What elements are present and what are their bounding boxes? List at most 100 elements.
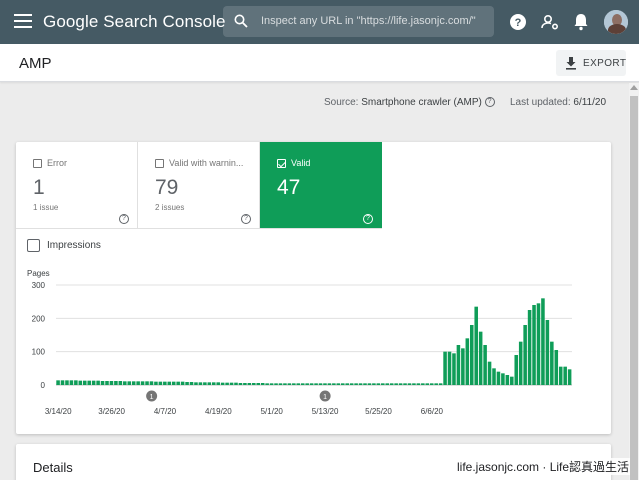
bar [567, 369, 572, 385]
bar [514, 355, 519, 385]
bar [109, 381, 114, 385]
bar [394, 383, 398, 385]
bar [256, 383, 261, 385]
bar [158, 381, 163, 385]
source-info: Source: Smartphone crawler (AMP) ? [324, 97, 495, 108]
help-icon[interactable]: ? [508, 12, 528, 32]
bar [114, 381, 118, 385]
bar [323, 383, 327, 385]
account-settings-icon[interactable] [540, 12, 560, 32]
bar [363, 383, 367, 385]
bar [545, 320, 550, 385]
bar [518, 341, 523, 385]
status-card: Error 1 1 issue ? Valid with warnin... 7… [16, 142, 611, 434]
bar [563, 366, 567, 385]
bar [407, 383, 412, 385]
annotation-marker [146, 390, 158, 402]
scrollbar-thumb[interactable] [630, 96, 638, 480]
bar [505, 375, 510, 385]
avatar[interactable] [604, 10, 628, 34]
checkbox-icon[interactable] [27, 239, 40, 252]
bar [252, 383, 256, 385]
bar [260, 383, 265, 385]
bar [332, 383, 336, 385]
y-tick-label: 100 [32, 348, 46, 357]
download-icon [566, 57, 576, 70]
bar [349, 383, 354, 385]
bar [185, 382, 189, 385]
bar [403, 383, 407, 385]
bar [176, 381, 180, 385]
bar [389, 383, 394, 385]
x-tick-label: 5/13/20 [312, 407, 339, 416]
checkbox-checked-icon[interactable] [277, 159, 286, 168]
bar [82, 380, 87, 385]
tile-subtext: 1 issue [33, 203, 59, 212]
bar [296, 383, 301, 385]
y-tick-label: 0 [41, 381, 46, 390]
bar [496, 371, 501, 385]
bar [372, 383, 376, 385]
tile-label: Valid with warnin... [169, 158, 244, 168]
bar [309, 383, 314, 385]
bar [243, 383, 247, 385]
bar [91, 380, 96, 385]
url-inspect-search[interactable]: Inspect any URL in "https://life.jasonjc… [223, 6, 494, 37]
x-tick-label: 4/19/20 [205, 407, 232, 416]
export-label: EXPORT [583, 58, 627, 69]
app-logo[interactable]: Google Search Console [43, 12, 226, 31]
x-tick-label: 6/6/20 [421, 407, 444, 416]
checkbox-icon[interactable] [33, 159, 42, 168]
bar [532, 305, 536, 385]
bar [510, 376, 514, 385]
bar [136, 381, 140, 385]
help-circle-icon[interactable]: ? [484, 97, 495, 108]
scroll-up-arrow-icon[interactable] [630, 85, 638, 90]
help-circle-icon[interactable]: ? [363, 213, 373, 224]
bar [438, 383, 443, 385]
bar [483, 345, 487, 385]
watermark: life.jasonjc.com · Life認真過生活 [456, 458, 631, 475]
search-input[interactable]: Inspect any URL in "https://life.jasonjc… [261, 15, 476, 27]
bar [340, 383, 345, 385]
bar [385, 383, 390, 385]
bar [554, 350, 559, 385]
bar [194, 382, 198, 385]
help-circle-icon[interactable]: ? [241, 213, 251, 224]
bar [474, 306, 478, 385]
bar [56, 380, 60, 385]
bar [358, 383, 363, 385]
svg-text:?: ? [515, 17, 522, 29]
bar [318, 383, 323, 385]
bar [127, 381, 132, 385]
notifications-icon[interactable] [571, 12, 591, 32]
bar [416, 383, 421, 385]
tile-valid-with-warnings[interactable]: Valid with warnin... 79 2 issues ? [138, 142, 260, 229]
bar [274, 383, 278, 385]
tile-subtext: 2 issues [155, 203, 185, 212]
impressions-label: Impressions [47, 240, 101, 251]
bar [234, 382, 238, 385]
bar [527, 310, 532, 385]
updated-value: 6/11/20 [573, 97, 607, 108]
bar [269, 383, 274, 385]
bar [154, 381, 158, 385]
bar [425, 383, 430, 385]
updated-prefix: Last updated: [510, 97, 571, 108]
bar [434, 383, 438, 385]
bar [238, 383, 243, 385]
bar [287, 383, 292, 385]
bar [443, 351, 447, 385]
bar [456, 345, 461, 385]
tile-valid[interactable]: Valid 47 ? [260, 142, 382, 229]
bar [429, 383, 434, 385]
bar [305, 383, 309, 385]
bar [149, 381, 154, 385]
bar [100, 381, 105, 385]
bar [247, 383, 252, 385]
export-button[interactable]: EXPORT [556, 50, 626, 76]
menu-icon[interactable] [14, 14, 32, 30]
help-circle-icon[interactable]: ? [119, 213, 129, 224]
checkbox-icon[interactable] [155, 159, 164, 168]
tile-error[interactable]: Error 1 1 issue ? [16, 142, 138, 229]
